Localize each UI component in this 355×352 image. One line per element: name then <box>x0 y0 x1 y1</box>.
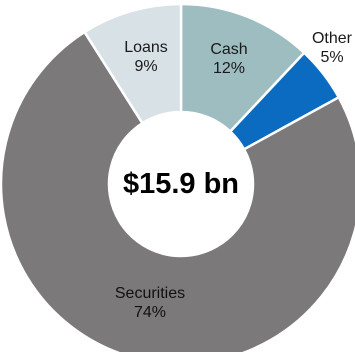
slice-value-securities: 74% <box>134 304 166 321</box>
slice-loans <box>83 2 183 125</box>
slice-label-other: Other <box>312 30 353 47</box>
slice-value-other: 5% <box>320 49 343 66</box>
slice-value-loans: 9% <box>134 58 157 75</box>
center-total-label: $15.9 bn <box>123 168 239 200</box>
slice-cash <box>179 2 306 133</box>
slice-label-cash: Cash <box>210 41 247 58</box>
slice-securities <box>0 30 355 352</box>
slice-label-loans: Loans <box>124 39 168 56</box>
slice-label-securities: Securities <box>115 285 185 302</box>
donut-labels: Cash 12% Other 5% Securities 74% Loans 9% <box>115 30 353 321</box>
slice-value-cash: 12% <box>213 60 245 77</box>
